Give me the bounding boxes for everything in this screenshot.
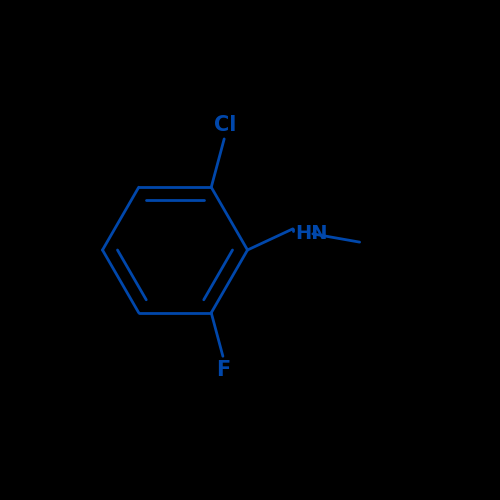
Text: Cl: Cl — [214, 115, 236, 135]
Text: HN: HN — [296, 224, 328, 244]
Text: F: F — [216, 360, 230, 380]
